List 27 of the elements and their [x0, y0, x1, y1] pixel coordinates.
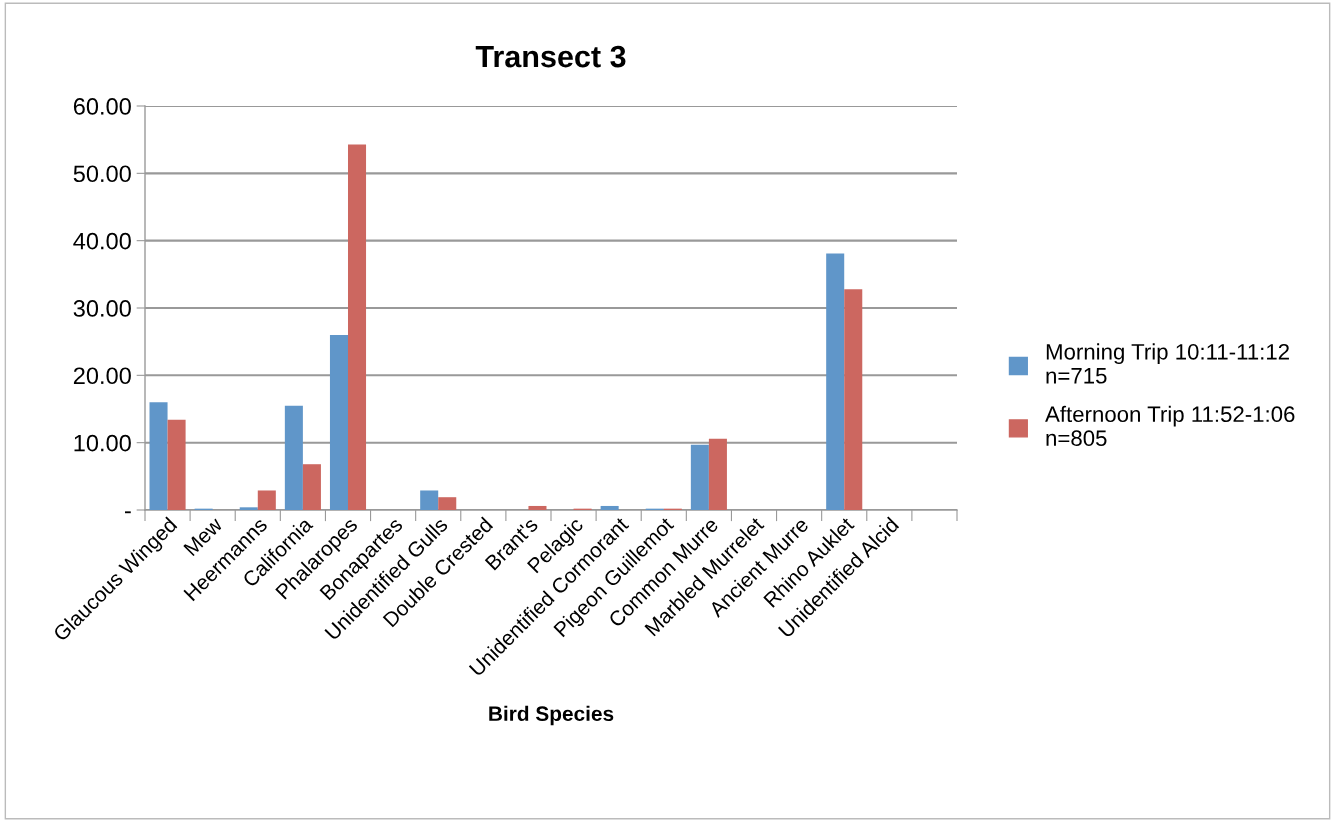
legend-label: Morning Trip 10:11-11:12 n=715	[1046, 343, 1289, 384]
y-tick-label: 30.00	[73, 300, 131, 317]
bar	[257, 490, 276, 510]
bar	[167, 419, 186, 510]
bar	[600, 505, 619, 510]
bar	[239, 507, 258, 510]
bar	[329, 334, 348, 510]
y-tick-label: -	[124, 511, 131, 514]
y-tick-label: 50.00	[73, 165, 131, 183]
bar	[708, 438, 727, 510]
y-tick-label: 10.00	[74, 434, 131, 452]
bar	[528, 505, 547, 510]
legend-label: Afternoon Trip 11:52-1:06 n=805	[1045, 405, 1295, 447]
bar	[690, 444, 709, 510]
bar	[149, 402, 168, 510]
y-tick-label: 60.00	[73, 98, 131, 115]
bar	[284, 405, 303, 510]
x-axis-title: Bird Species	[489, 705, 614, 726]
y-tick-label: 40.00	[73, 232, 131, 250]
bar	[844, 289, 863, 510]
bar	[302, 464, 321, 510]
bar	[826, 253, 845, 510]
bar	[438, 497, 457, 510]
chart-title: Transect 3	[475, 45, 626, 68]
y-tick-label: 20.00	[73, 367, 131, 385]
bar	[348, 144, 367, 510]
bar	[420, 490, 439, 510]
